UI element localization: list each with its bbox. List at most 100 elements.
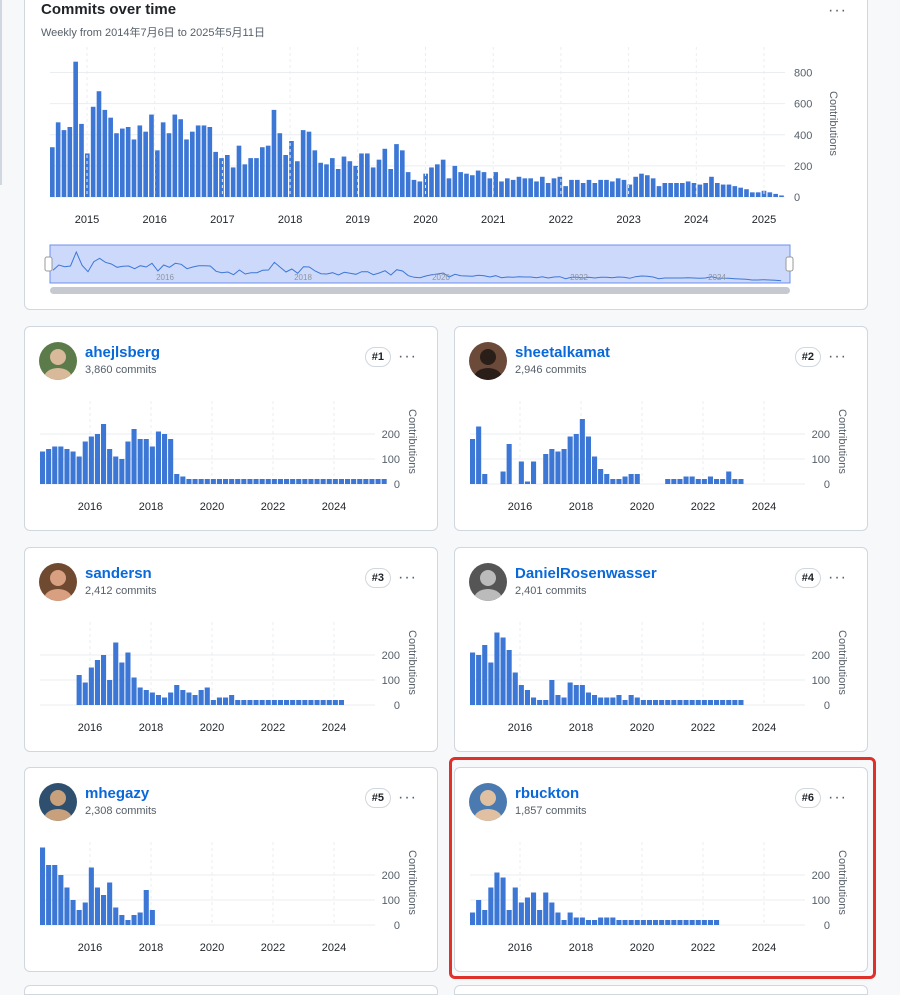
avatar[interactable] <box>469 783 507 821</box>
contribution-bar <box>701 920 707 925</box>
y-tick-label: 200 <box>382 870 400 882</box>
contribution-bar <box>40 451 46 484</box>
contribution-bar <box>314 479 320 484</box>
contribution-bar <box>216 479 222 484</box>
contribution-bar <box>241 479 247 484</box>
x-tick-label: 2018 <box>139 501 163 513</box>
contribution-bar <box>659 920 665 925</box>
contribution-bar <box>82 682 88 705</box>
overview-bar <box>767 192 773 197</box>
contribution-bar <box>223 697 229 705</box>
contributor-menu-button[interactable]: ··· <box>828 569 847 586</box>
contribution-bar <box>290 479 296 484</box>
contributor-name-link[interactable]: rbuckton <box>515 785 580 802</box>
overview-bar <box>300 130 306 197</box>
contribution-bar <box>363 479 369 484</box>
contribution-bar <box>155 431 161 484</box>
contribution-bar <box>277 479 283 484</box>
contribution-bar <box>284 479 290 484</box>
overview-bar <box>108 117 113 197</box>
scrollbar[interactable] <box>50 287 790 294</box>
contribution-bar <box>149 910 155 925</box>
y-tick-label: 0 <box>394 479 400 491</box>
range-brush[interactable] <box>49 244 791 284</box>
x-tick-label: 2016 <box>508 942 532 954</box>
x-tick-label: 2024 <box>322 942 346 954</box>
contribution-bar <box>64 449 70 484</box>
contribution-bar <box>40 847 46 925</box>
overview-bar <box>79 123 84 197</box>
avatar[interactable] <box>469 342 507 380</box>
contribution-bar <box>64 887 70 925</box>
overview-bar <box>440 159 446 197</box>
contribution-bar <box>235 479 241 484</box>
contribution-bar <box>119 915 125 925</box>
avatar[interactable] <box>39 783 77 821</box>
contributor-name-link[interactable]: mhegazy <box>85 785 150 802</box>
overview-bar <box>540 176 545 197</box>
y-tick-label: 0 <box>824 479 830 491</box>
overview-bar <box>662 183 668 197</box>
contribution-bar <box>296 700 302 705</box>
contribution-bar <box>555 912 561 925</box>
contribution-bar <box>284 700 290 705</box>
contribution-bar <box>701 479 707 484</box>
contribution-bar <box>82 902 88 925</box>
contributor-menu-button[interactable]: ··· <box>398 569 417 586</box>
contribution-bar <box>338 700 344 705</box>
overview-bar <box>90 106 96 197</box>
overview-menu-button[interactable]: ··· <box>828 2 847 19</box>
contribution-bar <box>500 637 506 705</box>
contributor-menu-button[interactable]: ··· <box>398 789 417 806</box>
contributor-name-link[interactable]: sheetalkamat <box>515 344 611 361</box>
contribution-bar <box>137 912 143 925</box>
contributor-card: sheetalkamat 2,946 commits #2 ··· 0 100 200 Con… <box>454 326 868 531</box>
overview-bar <box>143 131 148 197</box>
contribution-bar <box>290 700 296 705</box>
next-card-left <box>24 985 438 995</box>
contribution-bar <box>482 645 488 705</box>
y-tick-label: 600 <box>794 99 812 111</box>
brush-handle-right[interactable] <box>785 256 794 272</box>
contribution-bar <box>707 920 713 925</box>
contributor-name-link[interactable]: DanielRosenwasser <box>515 565 657 582</box>
overview-bar <box>160 122 166 197</box>
contribution-bar <box>94 434 100 484</box>
contribution-bar <box>671 920 677 925</box>
contribution-bar <box>695 479 701 484</box>
contribution-bar <box>308 479 314 484</box>
y-tick-label: 0 <box>824 920 830 932</box>
overview-bar <box>726 184 732 197</box>
contribution-bar <box>326 479 332 484</box>
contribution-bar <box>573 685 579 705</box>
x-tick-label: 2020 <box>630 722 654 734</box>
commit-count: 2,412 commits <box>85 585 157 597</box>
contribution-bar <box>524 897 530 925</box>
rank-badge: #2 <box>794 347 821 367</box>
contribution-bar <box>320 700 326 705</box>
contribution-bar <box>646 700 652 705</box>
contribution-bar <box>76 910 82 925</box>
contribution-bar <box>470 439 476 484</box>
contributor-menu-button[interactable]: ··· <box>828 348 847 365</box>
y-axis-label: Contributions <box>406 630 418 695</box>
avatar[interactable] <box>39 563 77 601</box>
contribution-bar <box>345 479 351 484</box>
commit-count: 2,308 commits <box>85 805 157 817</box>
x-tick-label: 2018 <box>569 942 593 954</box>
contributor-menu-button[interactable]: ··· <box>398 348 417 365</box>
contribution-bar <box>143 690 149 705</box>
contribution-bar <box>235 700 241 705</box>
contributor-name-link[interactable]: sandersn <box>85 565 152 582</box>
avatar[interactable] <box>469 563 507 601</box>
contribution-bar <box>573 917 579 925</box>
brush-handle-left[interactable] <box>44 256 53 272</box>
contribution-bar <box>549 902 555 925</box>
overview-bar <box>674 183 679 197</box>
x-tick-label: 2022 <box>261 501 285 513</box>
contributor-name-link[interactable]: ahejlsberg <box>85 344 161 361</box>
contributor-menu-button[interactable]: ··· <box>828 789 847 806</box>
contribution-bar <box>494 632 500 705</box>
contribution-bar <box>210 479 216 484</box>
avatar[interactable] <box>39 342 77 380</box>
